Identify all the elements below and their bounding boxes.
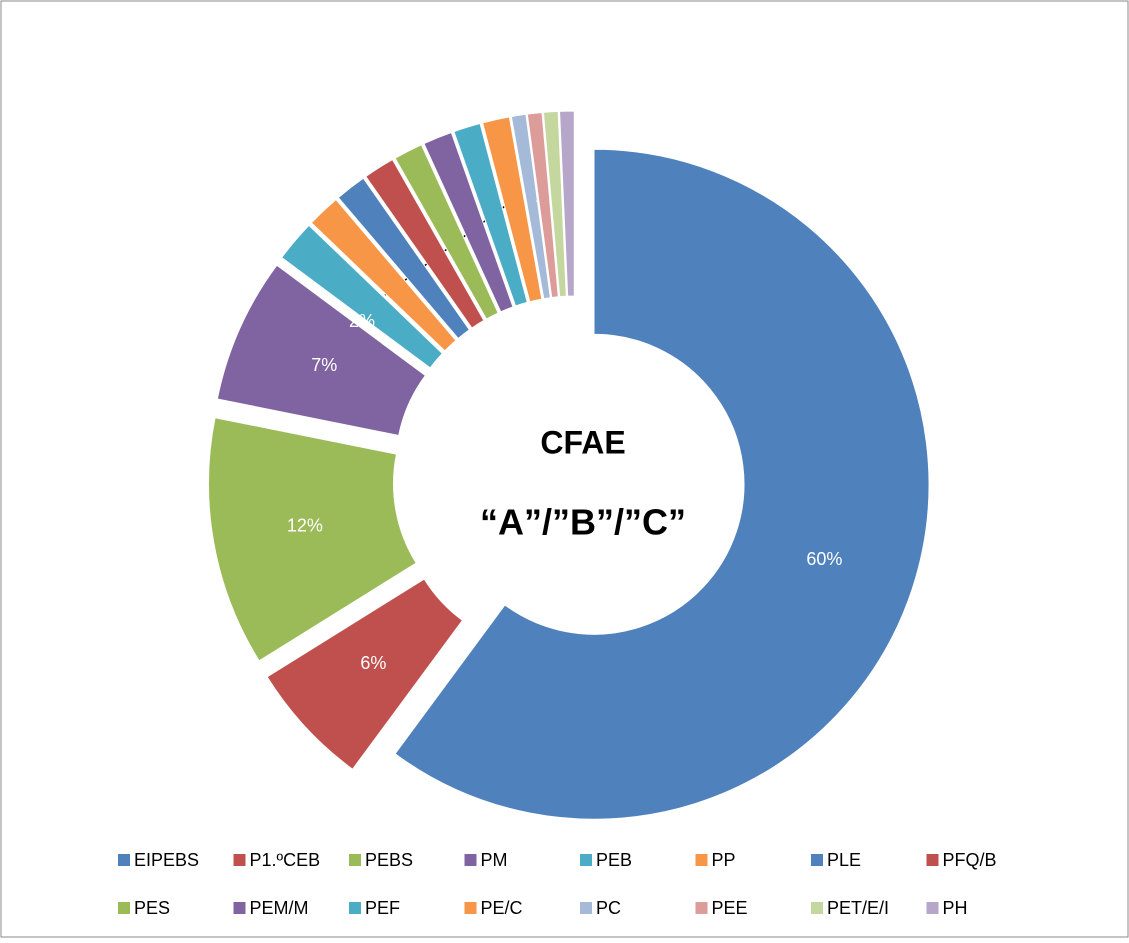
legend-label: PE/C [481, 898, 523, 918]
donut-slice [280, 224, 444, 369]
legend-label: PP [712, 850, 736, 870]
legend-label: PEBS [365, 850, 413, 870]
donut-slice [394, 148, 930, 820]
legend-swatch [233, 854, 246, 866]
legend-swatch [811, 902, 823, 914]
legend-label: PEB [596, 850, 632, 870]
donut-slice [216, 264, 427, 437]
legend-swatch [464, 902, 477, 914]
legend-label: PEE [712, 898, 748, 918]
legend-label: P1.ºCEB [250, 850, 321, 870]
donut-slice [559, 110, 575, 297]
legend-label: EIPEBS [134, 850, 199, 870]
legend-swatch [580, 854, 592, 866]
donut-slice [423, 131, 514, 313]
legend-swatch [926, 902, 939, 914]
donut-slice [310, 198, 457, 352]
donut-slice [337, 177, 471, 340]
legend-swatch [926, 854, 939, 866]
legend-swatch [118, 854, 130, 866]
donut-slice [481, 116, 543, 303]
legend-swatch [233, 902, 246, 914]
legend-label: PES [134, 898, 170, 918]
donut-slice [542, 110, 567, 298]
donut-slice [365, 158, 485, 329]
legend-swatch [118, 902, 130, 914]
data-label: 60% [806, 549, 842, 569]
legend-swatch [580, 902, 592, 914]
legend-label: PC [596, 898, 621, 918]
donut-slice [510, 113, 551, 300]
data-label: 6% [360, 653, 386, 673]
legend-label: PEM/M [250, 898, 309, 918]
donut-slice [394, 144, 499, 320]
legend-label: PLE [827, 850, 861, 870]
donut-slice [453, 122, 528, 307]
data-label: 7% [311, 355, 337, 375]
center-title: CFAE [540, 424, 625, 460]
donut-slice [526, 111, 559, 299]
legend-label: PFQ/B [943, 850, 997, 870]
legend-swatch [695, 854, 708, 866]
legend-swatch [464, 854, 477, 866]
donut-slice [266, 578, 464, 770]
donut-slice [208, 417, 417, 662]
legend-label: PH [943, 898, 968, 918]
legend-swatch [695, 902, 708, 914]
legend-swatch [349, 854, 361, 866]
legend-label: PM [481, 850, 508, 870]
legend-label: PEF [365, 898, 400, 918]
data-label: 12% [287, 516, 323, 536]
legend-swatch [349, 902, 361, 914]
legend-swatch [811, 854, 823, 866]
center-subtitle: “A”/”B”/”C” [480, 502, 686, 543]
data-label: 2% [349, 311, 375, 331]
legend-label: PET/E/I [827, 898, 889, 918]
